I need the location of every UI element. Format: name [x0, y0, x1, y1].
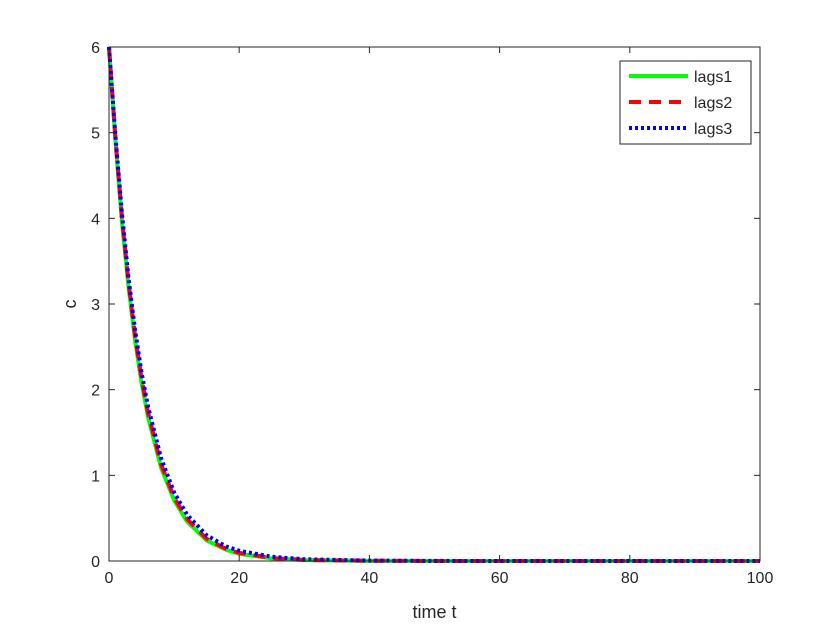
- x-tick-label: 40: [361, 570, 379, 587]
- x-tick-label: 80: [621, 570, 639, 587]
- x-tick-label: 0: [105, 570, 114, 587]
- axis-ticks: 0 20 40 60 80 100 0 1 2 3 4 5 6: [91, 40, 773, 587]
- legend-label: lags3: [694, 121, 732, 138]
- legend-label: lags1: [694, 69, 732, 86]
- y-tick-label: 5: [91, 126, 100, 143]
- x-axis-label: time t: [412, 602, 456, 622]
- y-axis-label: c: [60, 300, 80, 309]
- legend-entry-lags2: lags2: [629, 95, 732, 112]
- y-tick-label: 2: [91, 383, 100, 400]
- x-tick-label: 60: [491, 570, 509, 587]
- x-tick-label: 100: [747, 570, 774, 587]
- legend-entry-lags3: lags3: [629, 121, 732, 138]
- x-tick-label: 20: [230, 570, 248, 587]
- y-tick-label: 6: [91, 40, 100, 57]
- y-tick-label: 4: [91, 211, 100, 228]
- legend: lags1 lags2 lags3: [619, 60, 752, 145]
- legend-entry-lags1: lags1: [629, 69, 732, 86]
- y-tick-label: 1: [91, 468, 100, 485]
- y-tick-label: 0: [91, 554, 100, 571]
- y-tick-label: 3: [91, 297, 100, 314]
- legend-label: lags2: [694, 95, 732, 112]
